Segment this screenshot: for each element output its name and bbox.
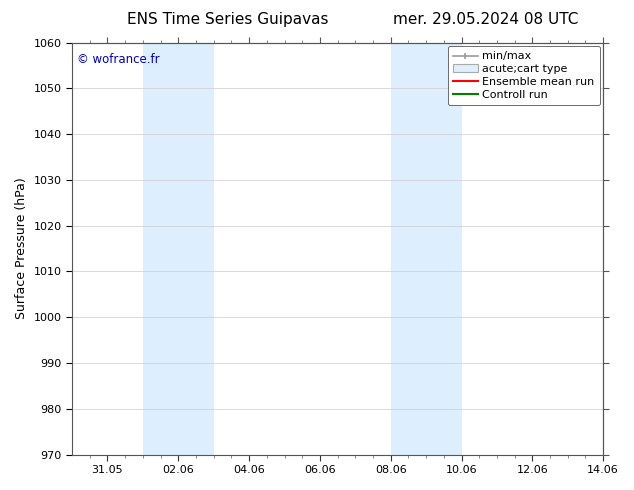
Bar bbox=[391, 43, 462, 455]
Text: © wofrance.fr: © wofrance.fr bbox=[77, 53, 160, 66]
Text: mer. 29.05.2024 08 UTC: mer. 29.05.2024 08 UTC bbox=[393, 12, 578, 27]
Text: ENS Time Series Guipavas: ENS Time Series Guipavas bbox=[127, 12, 328, 27]
Y-axis label: Surface Pressure (hPa): Surface Pressure (hPa) bbox=[15, 178, 28, 319]
Bar bbox=[143, 43, 214, 455]
Legend: min/max, acute;cart type, Ensemble mean run, Controll run: min/max, acute;cart type, Ensemble mean … bbox=[448, 46, 600, 105]
